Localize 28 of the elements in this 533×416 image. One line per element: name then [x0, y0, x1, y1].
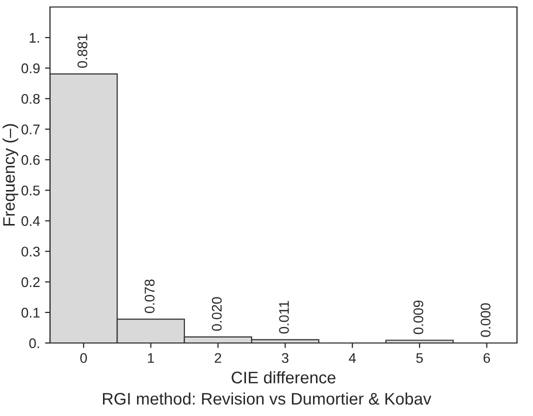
data-label: 0.020 — [212, 297, 222, 331]
y-tick-label: 0.8 — [22, 94, 40, 104]
x-tick-label: 0 — [80, 353, 87, 363]
y-tick-label: 0.3 — [22, 246, 40, 257]
x-tick-label: 4 — [348, 353, 356, 363]
y-tick-label: 0. — [29, 338, 40, 348]
y-tick-label: 0.2 — [22, 277, 40, 288]
y-tick-label: 0.9 — [22, 63, 40, 74]
data-label: 0.009 — [413, 300, 424, 334]
y-tick-label: 0.1 — [22, 308, 40, 318]
y-tick-label: 0.5 — [22, 186, 40, 196]
data-label: 0.078 — [144, 279, 155, 314]
text: RGI method: Revision vs Dumortier & Kobav — [103, 392, 432, 405]
data-label: 0.881 — [77, 34, 88, 68]
y-tick-label: 0.6 — [22, 155, 40, 165]
x-tick-label: 1 — [148, 353, 154, 363]
data-label: 0.000 — [480, 303, 490, 337]
x-tick-label: 2 — [214, 353, 222, 363]
x-tick-label: 3 — [282, 353, 288, 363]
y-tick-label: 0.7 — [22, 124, 40, 134]
data-label: 0.011 — [279, 301, 289, 334]
y-tick-label: 0.4 — [22, 216, 40, 226]
bar — [385, 340, 454, 343]
y-tick-label: 1. — [30, 33, 40, 43]
x-tick-label: 5 — [416, 353, 423, 363]
y-axis-title: Frequency (–) — [2, 124, 18, 226]
x-axis-title: CIE difference — [232, 371, 336, 384]
x-tick-label: 6 — [484, 353, 490, 363]
